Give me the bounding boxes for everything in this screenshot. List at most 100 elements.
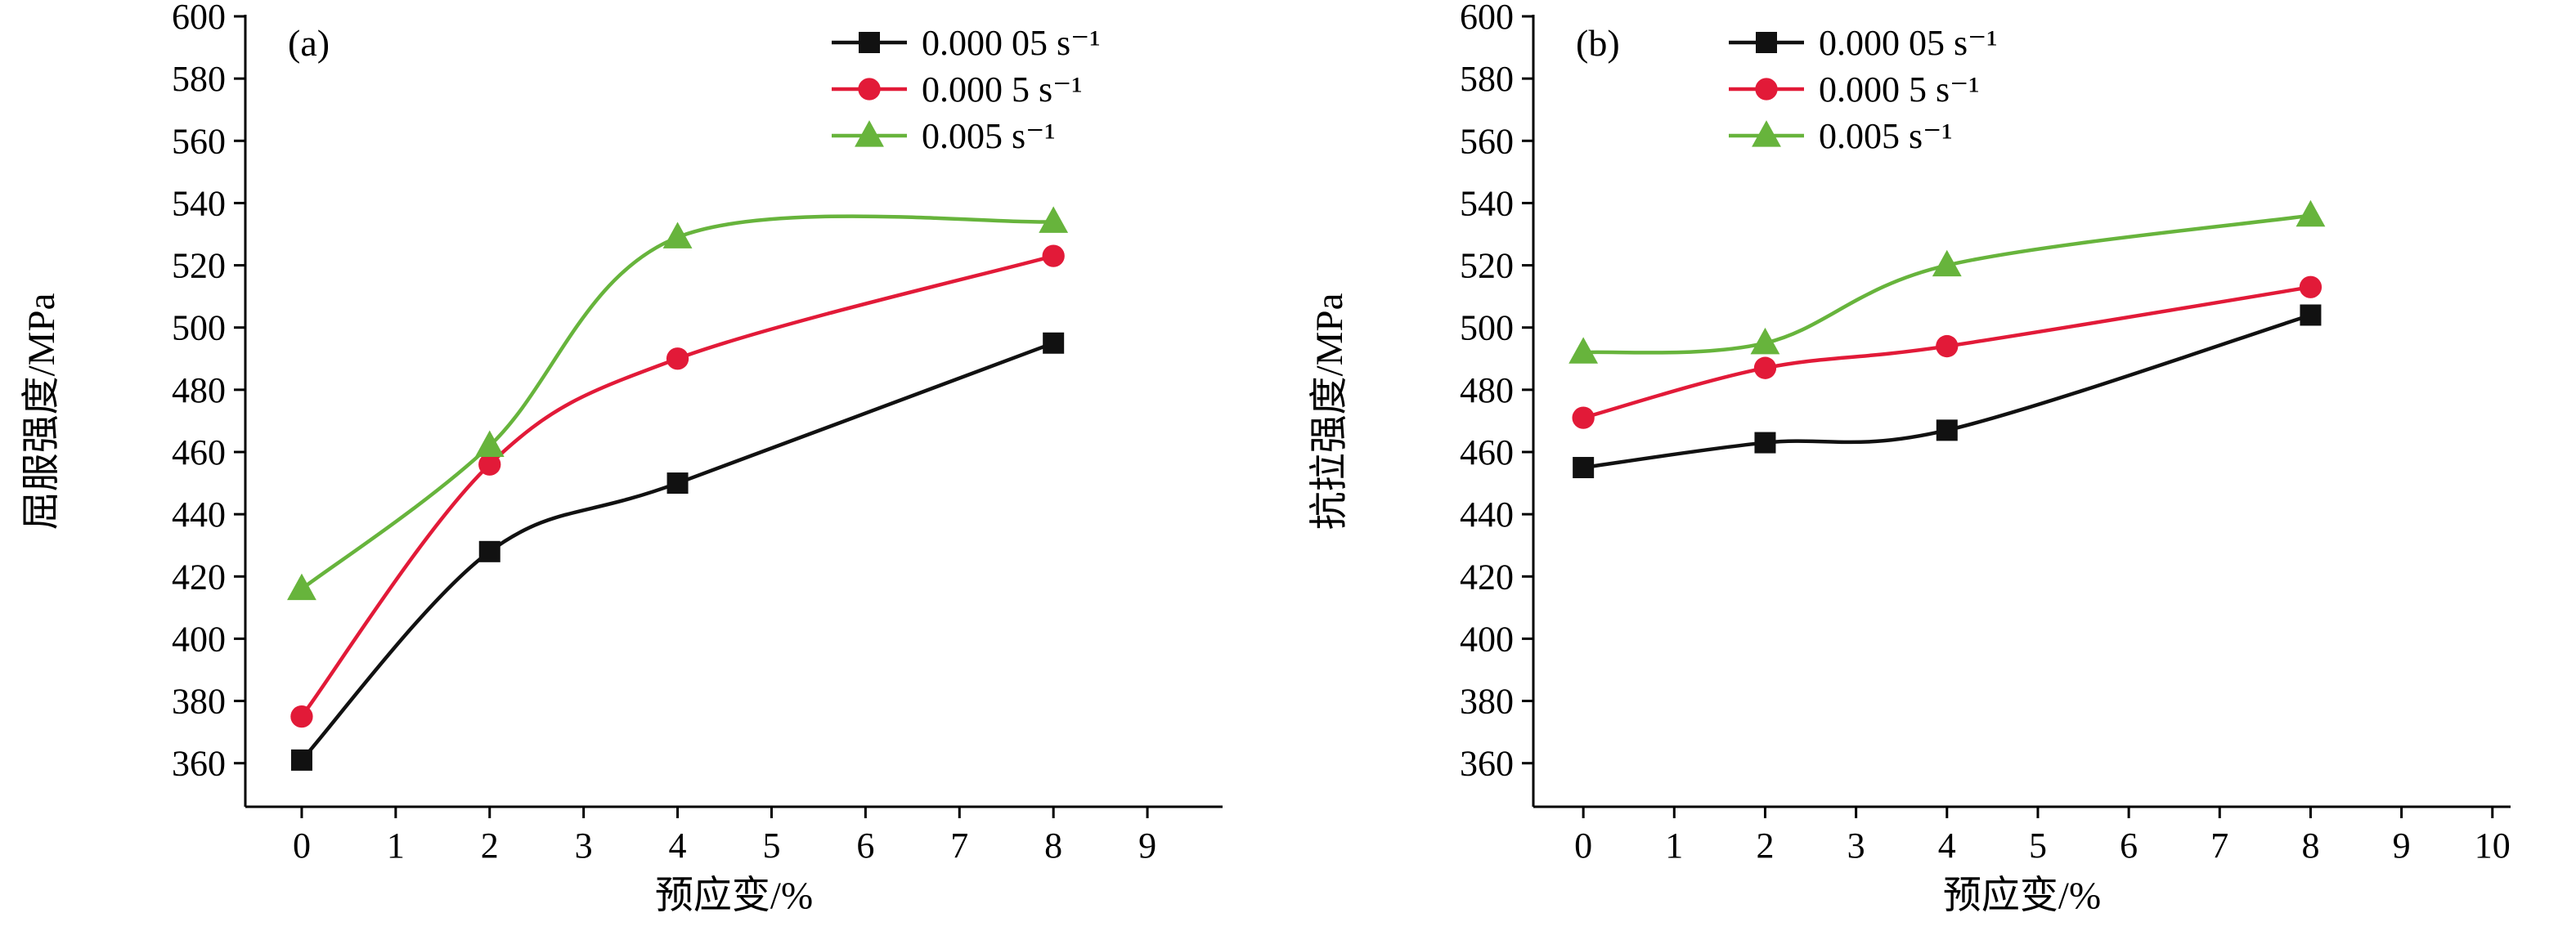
x-tick-label: 3 [1847,826,1865,866]
x-tick-labels: 0 1 2 3 4 5 6 7 8 9 [293,807,1156,866]
series-line [299,341,1056,763]
marker-square [1936,419,1958,441]
marker-square [2300,304,2322,326]
axes [1532,15,2511,808]
marker-triangle [1752,120,1781,147]
marker-circle [2299,275,2322,298]
marker-square [666,472,689,495]
marker-square [1754,432,1776,454]
marker-square [1756,32,1777,53]
marker-circle [478,453,501,476]
marker-triangle [287,573,316,601]
y-tick-label: 580 [1460,59,1514,99]
y-tick-label: 500 [172,308,226,348]
x-tick-label: 8 [2301,826,2319,866]
marker-triangle [855,120,884,147]
legend-label: 0.005 s⁻¹ [1819,116,1953,156]
x-tick-label: 9 [1138,826,1156,866]
marker-triangle [1568,337,1599,364]
series-line [1581,213,2313,355]
x-tick-label: 5 [762,826,780,866]
y-tick-label: 380 [1460,682,1514,722]
marker-square [859,32,880,53]
x-axis-title: 预应变/% [1943,875,2101,917]
y-tick-label: 440 [1460,495,1514,535]
x-tick-label: 10 [2475,826,2511,866]
marker-square [1043,332,1065,354]
y-tick-label: 600 [1460,0,1514,37]
y-tick-labels: 360 380 400 420 440 460 480 500 520 540 560 580 600 [172,0,245,784]
y-tick-label: 400 [172,619,226,659]
series-2 [1568,199,2326,364]
x-axis-title: 预应变/% [655,875,813,917]
marker-triangle [474,430,505,457]
series-line [1581,313,2313,470]
legend-label: 0.005 s⁻¹ [922,116,1056,156]
y-tick-label: 480 [1460,370,1514,410]
x-tick-label: 1 [1665,826,1683,866]
y-tick-label: 520 [1460,246,1514,286]
marker-circle [1755,78,1778,101]
y-tick-label: 360 [1460,744,1514,784]
marker-circle [858,78,881,101]
marker-circle [290,705,313,728]
chart-panel-a: 3603804004204404604805005205405605806000… [20,0,1223,917]
y-tick-label: 520 [172,246,226,286]
x-tick-label: 4 [669,826,687,866]
legend-label: 0.000 5 s⁻¹ [922,69,1083,110]
series-2 [287,206,1069,601]
series-line [299,214,1056,591]
figure-panel-a: 360 380 400 420 440 460 480 500 520 540 560 580 600 0… [20,0,1223,917]
marker-square [478,540,500,562]
y-tick-label: 500 [1460,308,1514,348]
legend-label: 0.000 05 s⁻¹ [1819,23,1998,63]
x-tick-label: 0 [1574,826,1592,866]
x-tick-label: 8 [1044,826,1062,866]
y-tick-label: 400 [1460,619,1514,659]
series-line [1581,284,2313,420]
y-axis-title: 抗拉强度/MPa [1308,293,1351,530]
y-tick-label: 380 [172,682,226,722]
x-tick-label: 9 [2393,826,2411,866]
x-tick-label: 1 [387,826,405,866]
marker-triangle [1039,206,1069,233]
legend: 0.000 05 s⁻¹ 0.000 5 s⁻¹ 0.005 s⁻¹ [832,23,1101,156]
x-tick-label: 4 [1938,826,1956,866]
series-line [299,253,1056,718]
x-tick-label: 7 [950,826,968,866]
marker-circle [1936,334,1959,358]
y-tick-label: 460 [1460,432,1514,472]
x-tick-label: 0 [293,826,311,866]
x-tick-label: 2 [1756,826,1774,866]
x-tick-label: 7 [2210,826,2228,866]
legend: 0.000 05 s⁻¹ 0.000 5 s⁻¹ 0.005 s⁻¹ [1729,23,1998,156]
y-tick-label: 600 [172,0,226,37]
y-tick-label: 480 [172,370,226,410]
y-tick-labels: 360 380 400 420 440 460 480 500 520 540 560 580 600 [1460,0,1533,784]
panel-label: (b) [1576,22,1620,64]
y-tick-label: 440 [172,495,226,535]
x-tick-label: 6 [856,826,874,866]
marker-triangle [2296,199,2326,227]
series-1 [290,244,1065,728]
y-tick-label: 560 [172,121,226,161]
y-tick-label: 540 [172,183,226,223]
marker-square [1573,457,1595,479]
x-tick-labels: 0 1 2 3 4 5 6 7 8 9 10 [1574,807,2511,866]
x-tick-label: 2 [481,826,499,866]
legend-label: 0.000 5 s⁻¹ [1819,69,1980,110]
panel-label: (a) [288,22,330,64]
y-axis-title: 屈服强度/MPa [20,293,63,530]
x-tick-label: 3 [575,826,593,866]
series-1 [1572,275,2322,429]
marker-circle [1572,406,1595,429]
y-tick-label: 580 [172,59,226,99]
y-tick-label: 360 [172,744,226,784]
series-0 [290,332,1065,771]
chart-panel-b: 3603804004204404604805005205405605806000… [1308,0,2511,917]
marker-triangle [1932,249,1962,277]
x-tick-label: 5 [2029,826,2047,866]
x-tick-label: 6 [2120,826,2138,866]
marker-circle [666,347,689,370]
